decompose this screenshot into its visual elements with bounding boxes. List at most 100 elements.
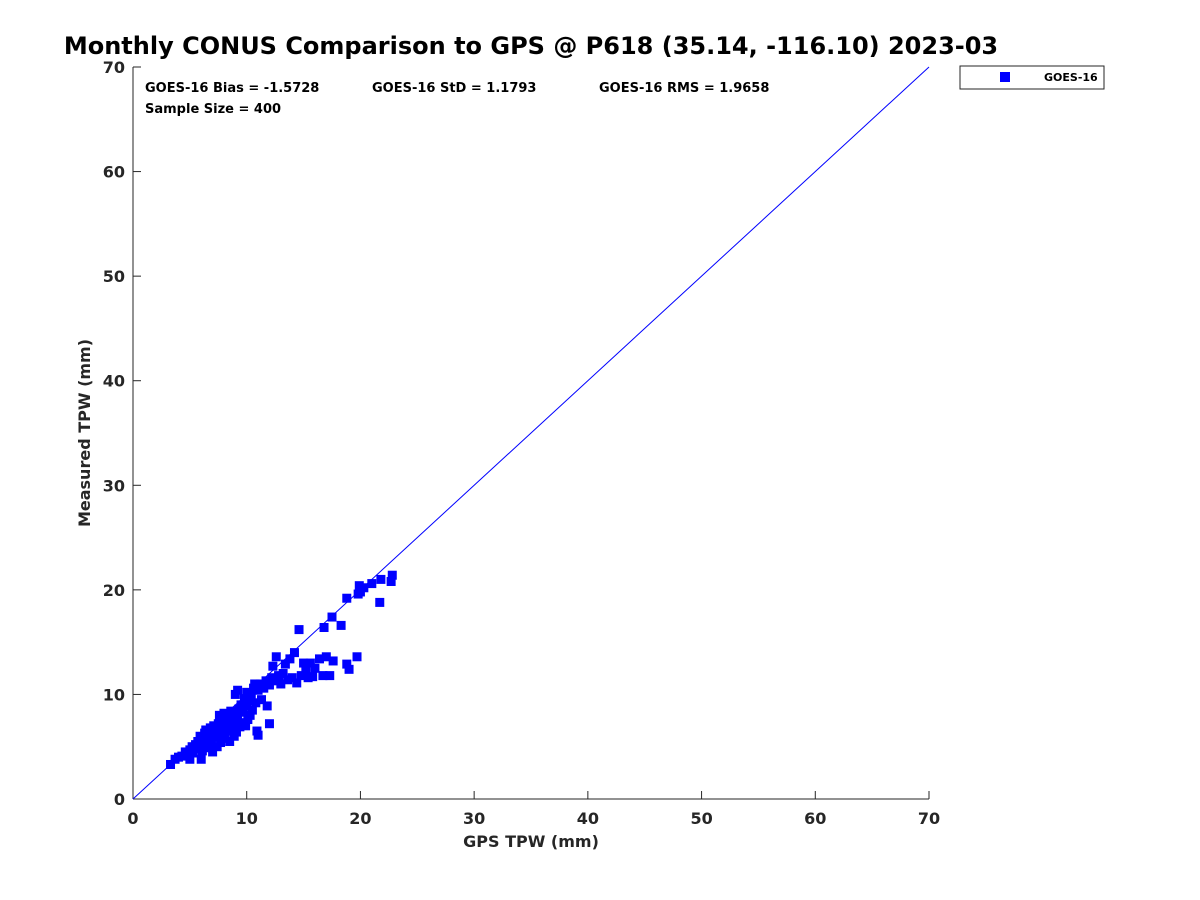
- data-point: [376, 574, 386, 584]
- data-point: [256, 695, 266, 705]
- data-point: [225, 736, 235, 746]
- data-point: [264, 680, 274, 690]
- data-point: [367, 579, 377, 589]
- data-point: [245, 710, 255, 720]
- data-point: [287, 673, 297, 683]
- data-point: [264, 719, 274, 729]
- sample-size-stat: Sample Size = 400: [145, 102, 281, 117]
- x-axis-label: GPS TPW (mm): [463, 832, 599, 851]
- data-point: [342, 659, 352, 669]
- data-point: [242, 701, 252, 711]
- legend-box: [959, 65, 1105, 90]
- y-tick-label: 0: [114, 790, 125, 809]
- data-point: [262, 701, 272, 711]
- data-point: [250, 679, 260, 689]
- data-point: [342, 593, 352, 603]
- y-tick-label: 60: [103, 163, 125, 182]
- data-point: [327, 612, 337, 622]
- data-point: [303, 673, 313, 683]
- data-point: [216, 738, 226, 748]
- data-point: [278, 669, 288, 679]
- y-axis-label: Measured TPW (mm): [75, 339, 94, 527]
- bias-stat: GOES-16 Bias = -1.5728: [145, 81, 319, 96]
- data-point: [247, 705, 257, 715]
- data-point: [221, 721, 231, 731]
- data-point: [299, 658, 309, 668]
- x-tick-label: 20: [349, 809, 371, 828]
- data-point: [202, 736, 212, 746]
- data-point: [270, 676, 280, 686]
- y-tick-label: 50: [103, 267, 125, 286]
- data-point: [226, 706, 236, 716]
- data-point: [246, 690, 256, 700]
- data-point: [294, 625, 304, 635]
- stats-box: GOES-16 Bias = -1.5728 GOES-16 StD = 1.1…: [145, 81, 769, 117]
- legend: GOES-16: [959, 65, 1105, 90]
- x-tick-label: 30: [463, 809, 485, 828]
- legend-marker-goes-16: [1000, 72, 1010, 82]
- data-point: [201, 725, 211, 735]
- data-point: [280, 659, 290, 669]
- data-point: [259, 683, 269, 693]
- x-tick-label: 60: [804, 809, 826, 828]
- x-tick-label: 70: [918, 809, 940, 828]
- data-point: [239, 694, 249, 704]
- data-point: [241, 721, 251, 731]
- data-point: [359, 583, 369, 593]
- data-point: [233, 715, 243, 725]
- x-tick-label: 50: [690, 809, 712, 828]
- data-point: [274, 671, 284, 681]
- data-point: [276, 679, 286, 689]
- data-point: [253, 730, 263, 740]
- data-point: [238, 707, 248, 717]
- data-point: [166, 759, 176, 769]
- data-point: [336, 620, 346, 630]
- data-point: [196, 754, 206, 764]
- data-point: [310, 663, 320, 673]
- data-point: [375, 597, 385, 607]
- data-point: [386, 576, 396, 586]
- x-tick-label: 10: [236, 809, 258, 828]
- data-point: [285, 654, 295, 664]
- data-point: [314, 654, 324, 664]
- data-point: [217, 723, 227, 733]
- x-tick-label: 0: [127, 809, 138, 828]
- std-stat: GOES-16 StD = 1.1793: [372, 81, 536, 96]
- rms-stat: GOES-16 RMS = 1.9658: [599, 81, 769, 96]
- y-tick-label: 10: [103, 685, 125, 704]
- y-tick-label: 30: [103, 476, 125, 495]
- data-point: [224, 712, 234, 722]
- data-point: [213, 731, 223, 741]
- data-point: [344, 664, 354, 674]
- data-point: [244, 696, 254, 706]
- data-point: [227, 724, 237, 734]
- chart-title: Monthly CONUS Comparison to GPS @ P618 (…: [64, 32, 998, 60]
- data-point: [325, 671, 335, 681]
- data-point: [242, 687, 252, 697]
- data-point: [352, 652, 362, 662]
- data-point: [328, 656, 338, 666]
- data-point: [387, 570, 397, 580]
- data-point: [318, 671, 328, 681]
- x-tick-label: 40: [577, 809, 599, 828]
- y-tick-label: 70: [103, 58, 125, 77]
- legend-label-goes-16: GOES-16: [1044, 71, 1098, 84]
- data-point: [319, 623, 329, 633]
- data-point: [305, 658, 315, 668]
- data-point: [251, 698, 261, 708]
- data-point: [308, 672, 318, 682]
- data-point: [185, 754, 195, 764]
- y-tick-label: 40: [103, 372, 125, 391]
- plot-area: 0 10 20 30 40 50 60 70 0 10 20 30 40 50 60 70: [103, 58, 940, 828]
- data-point: [236, 700, 246, 710]
- data-point: [218, 716, 228, 726]
- data-point: [214, 710, 224, 720]
- data-point: [228, 718, 238, 728]
- data-point: [268, 661, 278, 671]
- data-point: [354, 581, 364, 591]
- data-point: [231, 727, 241, 737]
- data-point: [209, 721, 219, 731]
- data-point: [292, 678, 302, 688]
- data-point: [219, 708, 229, 718]
